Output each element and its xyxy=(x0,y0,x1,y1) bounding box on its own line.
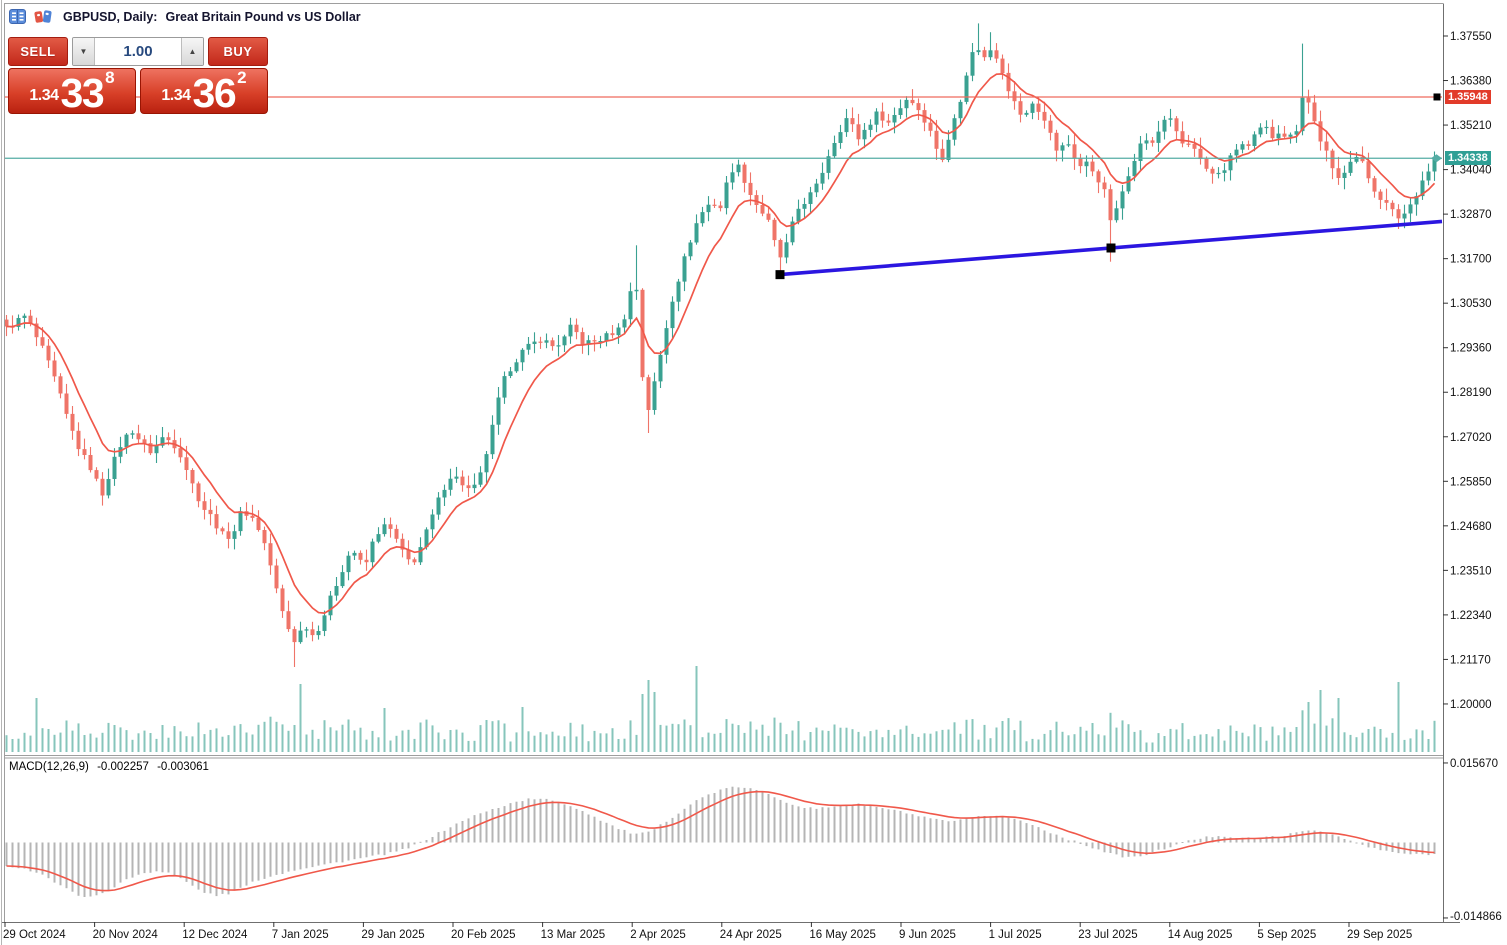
svg-text:1.24680: 1.24680 xyxy=(1450,521,1492,533)
candlestick-layer xyxy=(4,23,1437,667)
trendline-anchor xyxy=(1106,243,1116,253)
buy-button[interactable]: BUY xyxy=(208,37,268,66)
moving-average-layer xyxy=(6,73,1436,614)
svg-text:5 Sep 2025: 5 Sep 2025 xyxy=(1257,929,1316,941)
svg-text:12 Dec 2024: 12 Dec 2024 xyxy=(182,929,248,941)
sell-line-price-badge[interactable]: 1.35948 xyxy=(1445,90,1491,104)
svg-text:-0.014866: -0.014866 xyxy=(1450,911,1502,923)
svg-text:7 Jan 2025: 7 Jan 2025 xyxy=(272,929,329,941)
svg-text:0.015670: 0.015670 xyxy=(1450,758,1498,770)
volume-input[interactable] xyxy=(95,38,181,65)
svg-text:1.21170: 1.21170 xyxy=(1450,654,1491,666)
chart-objects-icon[interactable] xyxy=(34,9,52,24)
svg-text:9 Jun 2025: 9 Jun 2025 xyxy=(899,929,956,941)
ma-line xyxy=(6,73,1436,614)
macd-name: MACD(12,26,9) xyxy=(9,761,89,773)
buy-price-panel[interactable]: 1.34 36 2 xyxy=(140,68,268,114)
object-lines-layer[interactable] xyxy=(5,93,1443,280)
volume-decrease-icon[interactable]: ▼ xyxy=(73,38,95,65)
svg-text:1.34040: 1.34040 xyxy=(1450,165,1492,177)
sell-button[interactable]: SELL xyxy=(8,37,68,66)
chart-header: GBPUSD, Daily: Great Britain Pound vs US… xyxy=(9,9,361,24)
svg-text:2 Apr 2025: 2 Apr 2025 xyxy=(630,929,686,941)
buy-price-big: 36 xyxy=(192,70,237,117)
macd-main-value: -0.002257 xyxy=(97,761,149,773)
sell-price-sup: 8 xyxy=(105,68,115,87)
macd-signal-line xyxy=(6,790,1435,892)
svg-text:13 Mar 2025: 13 Mar 2025 xyxy=(541,929,606,941)
volume-layer xyxy=(5,666,1436,752)
svg-text:1.27020: 1.27020 xyxy=(1450,432,1492,444)
chart-symbol-description: Great Britain Pound vs US Dollar xyxy=(165,9,361,24)
svg-text:1.32870: 1.32870 xyxy=(1450,209,1492,221)
volume-stepper: ▼ ▲ xyxy=(72,37,204,66)
svg-text:24 Apr 2025: 24 Apr 2025 xyxy=(720,929,782,941)
svg-text:1.31700: 1.31700 xyxy=(1450,254,1492,266)
chart-symbol-title: GBPUSD, Daily: xyxy=(63,9,158,24)
svg-text:29 Sep 2025: 29 Sep 2025 xyxy=(1347,929,1412,941)
bid-price-badge: 1.34338 xyxy=(1445,151,1491,165)
quotes-list-icon[interactable] xyxy=(9,9,27,24)
bid-price-marker xyxy=(1431,154,1442,163)
svg-text:23 Jul 2025: 23 Jul 2025 xyxy=(1078,929,1137,941)
svg-text:1.25850: 1.25850 xyxy=(1450,476,1492,488)
svg-text:1.36380: 1.36380 xyxy=(1450,76,1492,88)
sell-price-big: 33 xyxy=(60,70,105,117)
macd-signal-value: -0.003061 xyxy=(157,761,209,773)
svg-text:1 Jul 2025: 1 Jul 2025 xyxy=(989,929,1042,941)
volume-increase-icon[interactable]: ▲ xyxy=(181,38,203,65)
svg-text:29 Jan 2025: 29 Jan 2025 xyxy=(361,929,424,941)
sell-price-prefix: 1.34 xyxy=(29,87,59,104)
trendline-anchor xyxy=(775,270,785,280)
svg-text:1.35210: 1.35210 xyxy=(1450,120,1492,132)
macd-indicator-label: MACD(12,26,9) -0.002257 -0.003061 xyxy=(9,761,214,773)
svg-text:1.30530: 1.30530 xyxy=(1450,298,1492,310)
trade-widget-prices: 1.34 33 8 1.34 36 2 xyxy=(8,68,268,114)
svg-text:1.22340: 1.22340 xyxy=(1450,610,1492,622)
svg-text:29 Oct 2024: 29 Oct 2024 xyxy=(3,929,66,941)
buy-price-prefix: 1.34 xyxy=(161,87,191,104)
svg-text:1.20000: 1.20000 xyxy=(1450,699,1492,711)
macd-layer xyxy=(5,786,1436,897)
hline-anchor xyxy=(1433,93,1441,101)
svg-text:14 Aug 2025: 14 Aug 2025 xyxy=(1168,929,1233,941)
trade-widget-controls: SELL ▼ ▲ BUY xyxy=(8,37,268,66)
svg-text:20 Feb 2025: 20 Feb 2025 xyxy=(451,929,516,941)
svg-text:1.28190: 1.28190 xyxy=(1450,387,1492,399)
svg-text:20 Nov 2024: 20 Nov 2024 xyxy=(93,929,159,941)
one-click-trade-widget: SELL ▼ ▲ BUY 1.34 33 8 1.34 36 2 xyxy=(8,37,268,114)
svg-text:1.37550: 1.37550 xyxy=(1450,31,1492,43)
buy-price-sup: 2 xyxy=(237,68,247,87)
svg-text:1.23510: 1.23510 xyxy=(1450,565,1492,577)
svg-text:1.29360: 1.29360 xyxy=(1450,343,1492,355)
sell-price-panel[interactable]: 1.34 33 8 xyxy=(8,68,136,114)
svg-text:16 May 2025: 16 May 2025 xyxy=(809,929,876,941)
